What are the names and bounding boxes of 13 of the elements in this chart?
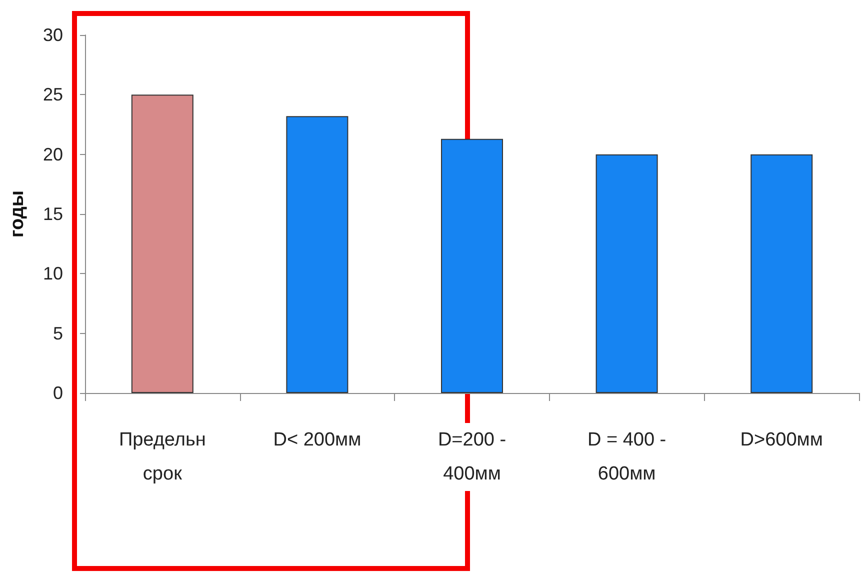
y-axis-title: годы	[7, 190, 28, 238]
y-tick-label: 15	[42, 204, 63, 224]
y-tick-label: 30	[42, 25, 63, 45]
x-tick-label: D>600мм	[740, 430, 823, 450]
x-tick-label: D< 200мм	[273, 430, 362, 450]
y-tick-label: 5	[52, 323, 63, 344]
y-tick-label: 25	[42, 84, 63, 105]
y-tick-label: 10	[42, 264, 63, 284]
x-tick-label: D = 400 - 600мм	[587, 430, 666, 484]
y-tick-label: 20	[42, 144, 63, 164]
x-tick-label: D=200 - 400мм	[438, 430, 506, 484]
y-tick-label: 0	[52, 383, 63, 403]
x-tick-label: Предельн срок	[118, 430, 206, 484]
